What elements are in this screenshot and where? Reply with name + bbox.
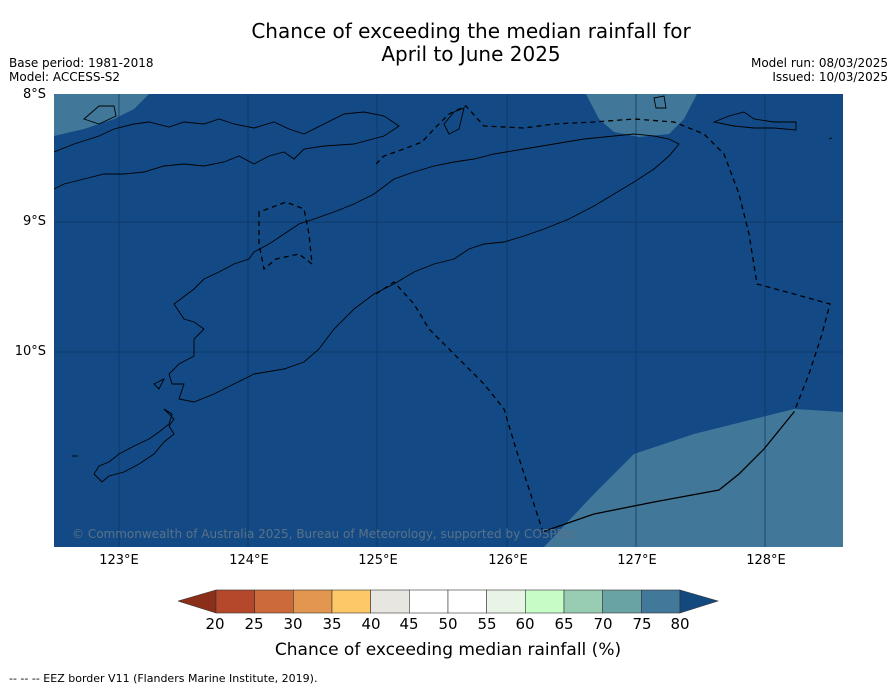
graticule: [54, 94, 843, 547]
lon-label-128e: 128°E: [746, 553, 786, 568]
colorbar-segment: [409, 589, 449, 614]
colorbar: [178, 589, 720, 614]
model-info-left: Base period: 1981-2018 Model: ACCESS-S2: [9, 56, 154, 84]
eez-footnote: -- -- -- EEZ border V11 (Flanders Marine…: [9, 672, 318, 685]
colorbar-segment: [254, 589, 294, 614]
light-region-north: [586, 94, 697, 137]
model-info-right: Model run: 08/03/2025 Issued: 10/03/2025: [751, 56, 888, 84]
colorbar-segment: [293, 589, 333, 614]
issued-text: Issued: 10/03/2025: [772, 70, 888, 84]
lat-label-10s: 10°S: [14, 344, 46, 359]
colorbar-tick-70: 70: [593, 615, 613, 633]
colorbar-low-extension: [178, 589, 217, 614]
eez-border: [258, 105, 831, 530]
colorbar-tick-60: 60: [515, 615, 535, 633]
lon-label-126e: 126°E: [488, 553, 528, 568]
colorbar-tick-65: 65: [554, 615, 574, 633]
title-line-2: April to June 2025: [381, 42, 561, 66]
colorbar-segment: [331, 589, 371, 614]
title-line-1: Chance of exceeding the median rainfall …: [251, 19, 691, 43]
eez-solid-border: [541, 411, 795, 533]
light-region-northwest: [54, 94, 149, 136]
colorbar-segment: [370, 589, 410, 614]
colorbar-segment: [602, 589, 642, 614]
map-canvas: © Commonwealth of Australia 2025, Bureau…: [54, 94, 843, 547]
lon-label-125e: 125°E: [358, 553, 398, 568]
colorbar-high-extension: [679, 589, 720, 614]
copyright-text: © Commonwealth of Australia 2025, Bureau…: [72, 527, 577, 541]
colorbar-segment: [486, 589, 526, 614]
colorbar-tick-30: 30: [283, 615, 303, 633]
model-name-text: Model: ACCESS-S2: [9, 70, 121, 84]
base-period-text: Base period: 1981-2018: [9, 56, 154, 70]
colorbar-tick-40: 40: [361, 615, 381, 633]
model-run-text: Model run: 08/03/2025: [750, 56, 888, 70]
colorbar-tick-45: 45: [399, 615, 419, 633]
map-title: Chance of exceeding the median rainfall …: [150, 20, 792, 66]
colorbar-segment: [641, 589, 681, 614]
colorbar-tick-25: 25: [244, 615, 264, 633]
colorbar-segments: [215, 589, 681, 614]
lat-label-8s: 8°S: [22, 87, 46, 102]
rainfall-map: © Commonwealth of Australia 2025, Bureau…: [54, 94, 843, 547]
colorbar-segment: [563, 589, 603, 614]
colorbar-tick-55: 55: [477, 615, 497, 633]
lon-label-123e: 123°E: [99, 553, 139, 568]
colorbar-tick-35: 35: [322, 615, 342, 633]
lon-label-127e: 127°E: [617, 553, 657, 568]
colorbar-tick-80: 80: [670, 615, 690, 633]
colorbar-segment: [447, 589, 487, 614]
coastlines: [54, 95, 833, 483]
colorbar-segment: [215, 589, 255, 614]
lat-label-9s: 9°S: [22, 214, 46, 229]
colorbar-segment: [525, 589, 565, 614]
lon-label-124e: 124°E: [229, 553, 269, 568]
colorbar-tick-75: 75: [632, 615, 652, 633]
colorbar-tick-50: 50: [438, 615, 458, 633]
colorbar-label: Chance of exceeding median rainfall (%): [274, 640, 622, 660]
colorbar-tick-20: 20: [205, 615, 225, 633]
